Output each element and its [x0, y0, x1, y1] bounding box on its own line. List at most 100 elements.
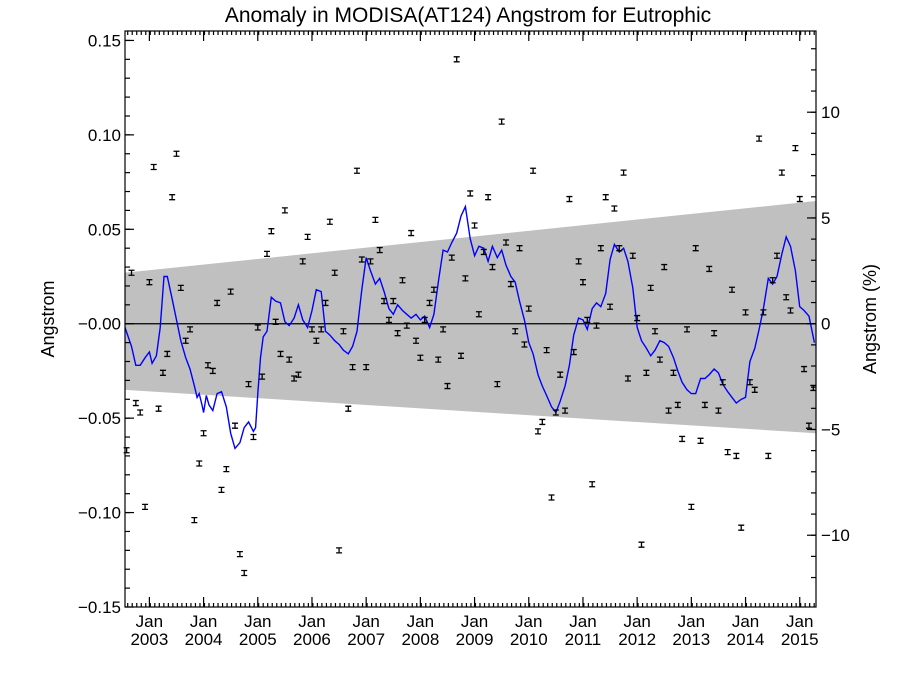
data-point — [259, 373, 266, 380]
data-point — [331, 269, 338, 276]
data-point — [475, 311, 482, 318]
data-point — [652, 328, 659, 335]
x-tick-label-month: Jan — [623, 612, 650, 631]
data-point — [169, 194, 176, 201]
data-point — [187, 326, 194, 333]
data-point — [566, 195, 573, 203]
x-tick-label-year: 2007 — [347, 630, 385, 649]
data-point — [458, 352, 465, 359]
data-point — [322, 299, 329, 307]
data-point — [444, 382, 451, 390]
data-point — [304, 233, 311, 240]
data-point — [525, 305, 532, 312]
data-point — [232, 422, 239, 429]
data-point — [177, 284, 184, 291]
data-point — [218, 486, 225, 494]
x-tick-label-year: 2013 — [672, 630, 710, 649]
y2-tick-label: 0 — [821, 315, 830, 334]
y-axis-right: −10 −5 0 5 10 — [807, 48, 850, 579]
data-point — [245, 381, 252, 388]
data-point — [534, 428, 541, 435]
data-point — [746, 379, 753, 386]
chart-title: Anomaly in MODISA(AT124) Angstrom for Eu… — [225, 4, 711, 27]
data-point — [295, 371, 302, 378]
data-point — [182, 337, 189, 344]
data-point — [584, 316, 591, 324]
data-point — [340, 328, 347, 335]
data-point — [765, 452, 772, 460]
data-point — [241, 569, 248, 577]
data-point — [385, 316, 392, 324]
data-point — [155, 405, 162, 412]
data-point — [738, 524, 745, 531]
confidence-band-layer — [125, 200, 816, 434]
y2-tick-label: −10 — [821, 526, 850, 545]
data-point — [624, 375, 631, 382]
data-point — [448, 254, 455, 261]
data-point — [521, 341, 528, 348]
data-point — [589, 481, 596, 488]
data-point — [611, 205, 618, 212]
x-tick-label-month: Jan — [678, 612, 705, 631]
data-point — [647, 284, 654, 291]
data-point — [286, 356, 293, 363]
data-point — [467, 190, 474, 197]
y-axis-label-left: Angstrom — [38, 280, 58, 357]
data-point — [254, 324, 261, 331]
x-tick-label-month: Jan — [190, 612, 217, 631]
data-point — [661, 263, 668, 271]
data-point — [719, 379, 726, 386]
y-tick-label: −0.10 — [78, 504, 121, 523]
data-point — [665, 407, 672, 414]
y2-tick-label: 10 — [821, 103, 840, 122]
data-point — [616, 245, 623, 252]
data-point — [810, 384, 817, 392]
data-point — [512, 328, 519, 335]
x-axis: Jan2003Jan2004Jan2005Jan2006Jan2007Jan20… — [127, 31, 819, 649]
data-point — [426, 299, 433, 307]
x-tick-label-month: Jan — [461, 612, 488, 631]
x-tick-label-year: 2006 — [293, 630, 331, 649]
data-point — [674, 401, 681, 409]
data-point — [204, 362, 211, 369]
data-point — [453, 56, 460, 63]
data-point — [579, 279, 586, 286]
data-point — [132, 399, 139, 407]
running-mean-layer — [124, 204, 816, 450]
x-tick-label-month: Jan — [352, 612, 379, 631]
data-point — [548, 494, 555, 501]
data-point — [326, 218, 333, 225]
data-point — [516, 245, 523, 252]
data-point — [692, 245, 699, 252]
x-tick-label-month: Jan — [569, 612, 596, 631]
data-point — [277, 350, 284, 358]
y-tick-label: −0.15 — [78, 598, 121, 617]
data-point — [715, 407, 722, 414]
data-point — [756, 135, 763, 142]
y-tick-label: 0.05 — [88, 220, 121, 239]
data-point — [557, 371, 564, 378]
data-point — [150, 163, 157, 171]
x-tick-label-year: 2004 — [185, 630, 223, 649]
data-point — [345, 405, 352, 412]
data-point — [728, 286, 735, 293]
data-point — [597, 245, 604, 252]
data-point — [413, 337, 420, 344]
data-point — [191, 516, 198, 524]
data-point — [593, 322, 600, 329]
data-point — [381, 297, 388, 305]
data-point — [724, 448, 731, 456]
data-point — [796, 195, 803, 203]
x-tick-label-month: Jan — [298, 612, 325, 631]
data-points-layer — [123, 56, 817, 577]
data-point — [263, 250, 270, 257]
data-point — [656, 356, 663, 363]
y-tick-label: 0.15 — [88, 31, 121, 50]
data-point — [164, 350, 171, 358]
y-tick-label: −0.05 — [78, 409, 121, 428]
data-point — [684, 326, 691, 333]
data-point — [792, 144, 799, 152]
data-point — [638, 541, 645, 548]
data-point — [394, 330, 401, 337]
